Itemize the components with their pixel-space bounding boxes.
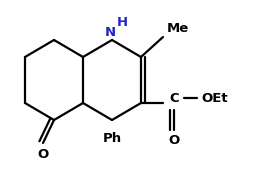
Text: Ph: Ph: [103, 132, 122, 145]
Text: OEt: OEt: [202, 92, 228, 104]
Text: Me: Me: [167, 21, 189, 35]
Text: N: N: [104, 27, 116, 40]
Text: H: H: [116, 16, 127, 29]
Text: O: O: [168, 134, 180, 147]
Text: C: C: [169, 92, 179, 104]
Text: O: O: [37, 148, 49, 162]
